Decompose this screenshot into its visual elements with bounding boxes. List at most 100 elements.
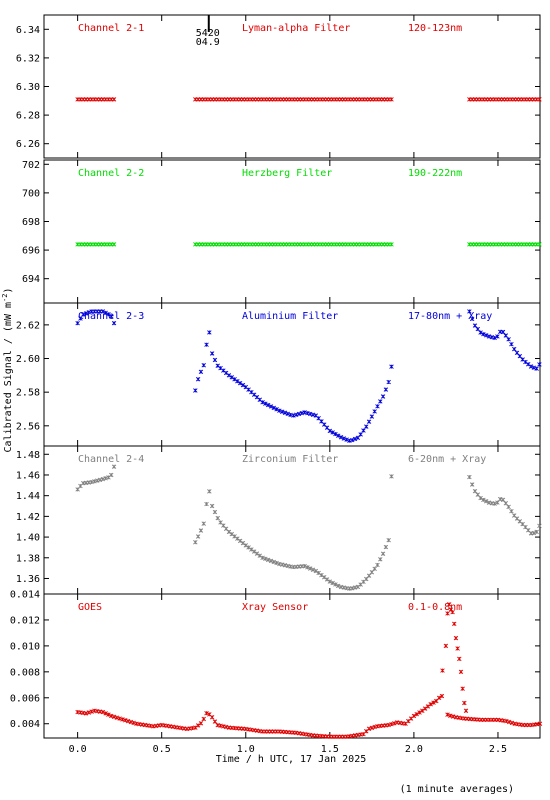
data-point bbox=[322, 575, 327, 580]
data-point bbox=[83, 311, 89, 316]
data-point bbox=[534, 529, 539, 535]
x-tick-label: 1.5 bbox=[321, 744, 339, 755]
data-point bbox=[106, 712, 111, 717]
data-point bbox=[204, 710, 209, 716]
data-point bbox=[439, 693, 445, 699]
data-point bbox=[279, 409, 285, 414]
data-point bbox=[296, 411, 302, 417]
data-point bbox=[260, 400, 265, 405]
data-point bbox=[492, 501, 497, 506]
panel-channel-label: Channel 2-1 bbox=[78, 23, 144, 34]
y-tick-label: 0.004 bbox=[10, 719, 40, 730]
data-point bbox=[237, 380, 243, 386]
data-point bbox=[500, 497, 506, 503]
data-point bbox=[389, 474, 394, 479]
data-point bbox=[319, 572, 324, 578]
y-tick-label: 6.30 bbox=[16, 82, 40, 93]
data-point bbox=[452, 621, 457, 627]
data-point bbox=[503, 501, 509, 506]
data-point bbox=[478, 495, 483, 501]
data-point bbox=[378, 557, 383, 562]
data-point bbox=[375, 562, 380, 568]
data-point bbox=[537, 721, 543, 726]
data-point bbox=[201, 363, 206, 368]
data-point bbox=[467, 309, 472, 314]
data-point bbox=[383, 544, 389, 550]
data-point bbox=[383, 387, 389, 392]
y-tick-label: 1.42 bbox=[16, 512, 40, 523]
data-point bbox=[212, 719, 218, 724]
y-tick-label: 6.28 bbox=[16, 111, 40, 122]
y-tick-label: 1.40 bbox=[16, 533, 40, 544]
data-point bbox=[265, 402, 271, 408]
y-axis-label: Calibrated Signal / (mW m-2) bbox=[1, 288, 14, 453]
data-point bbox=[282, 410, 288, 415]
data-point bbox=[453, 635, 459, 641]
data-point bbox=[305, 565, 310, 570]
data-point bbox=[103, 711, 108, 716]
y-tick-label: 2.56 bbox=[16, 421, 40, 432]
data-point bbox=[455, 646, 460, 651]
data-point bbox=[531, 365, 537, 370]
data-point bbox=[209, 503, 215, 509]
data-point bbox=[503, 333, 509, 338]
data-point bbox=[100, 709, 106, 715]
data-point bbox=[109, 472, 114, 478]
data-point bbox=[193, 540, 198, 545]
event-marker-label: 5420 bbox=[196, 28, 220, 39]
y-axis-label-superscript: -2 bbox=[1, 294, 9, 302]
data-point bbox=[509, 508, 514, 514]
y-tick-label: 0.008 bbox=[10, 667, 40, 678]
data-point bbox=[506, 504, 511, 510]
data-point bbox=[207, 489, 212, 494]
data-point bbox=[100, 309, 106, 314]
data-point bbox=[537, 362, 542, 367]
data-point bbox=[111, 97, 117, 102]
y-tick-label: 6.34 bbox=[16, 25, 40, 36]
data-point bbox=[445, 611, 450, 616]
data-point bbox=[271, 559, 277, 565]
panel-band-label: 6-20nm + Xray bbox=[408, 454, 486, 465]
panel-filter-label: Zirconium Filter bbox=[242, 454, 338, 465]
data-point bbox=[366, 573, 372, 578]
data-point bbox=[369, 570, 375, 575]
y-tick-label: 0.014 bbox=[10, 590, 40, 601]
data-point bbox=[417, 710, 422, 715]
data-point bbox=[305, 410, 310, 416]
data-point bbox=[330, 430, 335, 435]
x-tick-label: 1.0 bbox=[237, 744, 255, 755]
panel-band-label: 120-123nm bbox=[408, 23, 462, 34]
data-point bbox=[316, 570, 321, 576]
data-point bbox=[103, 310, 108, 316]
data-point bbox=[495, 500, 500, 505]
data-point bbox=[260, 555, 265, 560]
data-point bbox=[201, 716, 206, 722]
panel-5: 0.004 0.006 0.008 0.010 0.012 0.014 GOES Xray S… bbox=[10, 590, 543, 739]
data-point bbox=[327, 428, 333, 434]
data-point bbox=[195, 377, 201, 382]
data-point bbox=[372, 409, 377, 414]
data-point bbox=[445, 712, 450, 717]
data-point bbox=[375, 404, 380, 409]
event-marker-label: 04.9 bbox=[196, 37, 220, 48]
panel-frame bbox=[43, 302, 541, 447]
data-point bbox=[254, 551, 260, 556]
data-point bbox=[229, 375, 234, 380]
data-point bbox=[509, 341, 514, 347]
data-point bbox=[341, 436, 347, 441]
data-point bbox=[257, 553, 262, 558]
panel-band-label: 17-80nm + Xray bbox=[408, 311, 492, 322]
data-point bbox=[226, 373, 232, 378]
data-point bbox=[386, 379, 391, 385]
data-point bbox=[380, 551, 386, 556]
data-point bbox=[369, 414, 375, 419]
data-point bbox=[307, 566, 313, 571]
data-point bbox=[310, 412, 316, 417]
panel-filter-label: Xray Sensor bbox=[242, 602, 308, 613]
y-tick-label: 1.36 bbox=[16, 574, 40, 585]
x-tick-label: 2.5 bbox=[489, 744, 507, 755]
data-point bbox=[293, 412, 299, 417]
data-point bbox=[338, 435, 344, 440]
data-point bbox=[246, 545, 251, 550]
